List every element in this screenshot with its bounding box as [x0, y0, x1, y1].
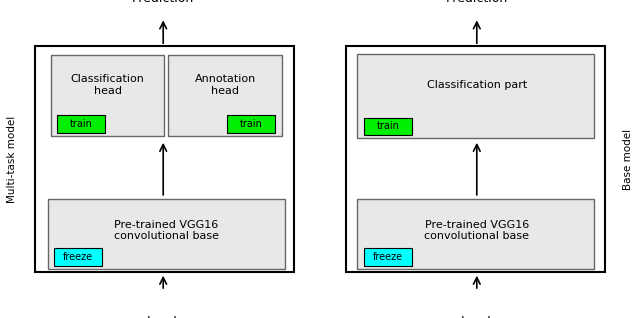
Text: Multi-task model: Multi-task model: [6, 115, 17, 203]
Text: Base model: Base model: [623, 128, 634, 190]
Text: train: train: [70, 119, 93, 129]
Text: Annotation
head: Annotation head: [195, 74, 256, 96]
FancyBboxPatch shape: [227, 115, 275, 133]
Text: Pre-trained VGG16
convolutional base: Pre-trained VGG16 convolutional base: [114, 220, 219, 241]
FancyBboxPatch shape: [35, 46, 294, 272]
Text: train: train: [376, 121, 399, 131]
FancyBboxPatch shape: [57, 115, 105, 133]
FancyBboxPatch shape: [51, 55, 164, 136]
Text: Input: Input: [147, 315, 179, 318]
FancyBboxPatch shape: [364, 118, 412, 135]
Text: freeze: freeze: [63, 252, 93, 262]
Text: Classification part: Classification part: [427, 80, 527, 90]
Text: freeze: freeze: [372, 252, 403, 262]
FancyBboxPatch shape: [346, 46, 605, 272]
FancyBboxPatch shape: [357, 199, 594, 269]
FancyBboxPatch shape: [357, 54, 594, 138]
FancyBboxPatch shape: [364, 248, 412, 266]
FancyBboxPatch shape: [54, 248, 102, 266]
Text: Input: Input: [461, 315, 493, 318]
FancyBboxPatch shape: [168, 55, 282, 136]
Text: Prediction: Prediction: [132, 0, 195, 5]
FancyBboxPatch shape: [48, 199, 285, 269]
Text: Pre-trained VGG16
convolutional base: Pre-trained VGG16 convolutional base: [424, 220, 529, 241]
Text: Prediction: Prediction: [445, 0, 508, 5]
Text: Classification
head: Classification head: [70, 74, 145, 96]
Text: train: train: [239, 119, 262, 129]
